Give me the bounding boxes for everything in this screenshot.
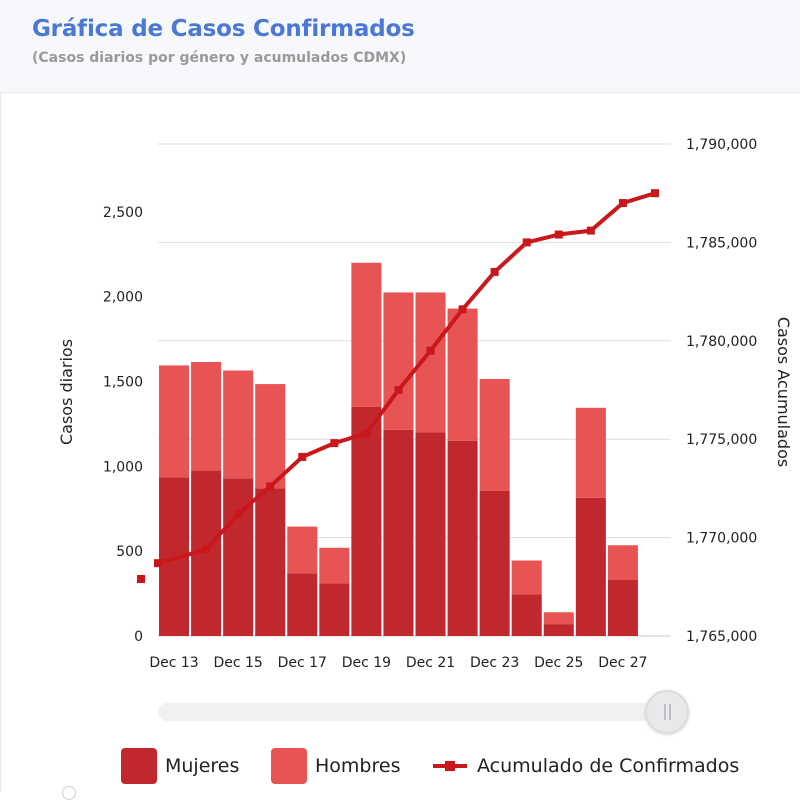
legend-swatch-hombres: [271, 748, 307, 784]
x-axis-tick-label: Dec 19: [342, 655, 391, 671]
cumulative-line-path: [157, 191, 656, 566]
x-axis-tick-label: Dec 17: [278, 655, 327, 671]
cumulative-point[interactable]: [618, 199, 627, 208]
bar-hombres[interactable]: [191, 362, 222, 471]
corner-marker: [62, 786, 76, 800]
range-scrollbar-handle[interactable]: [645, 690, 689, 734]
bar-mujeres[interactable]: [351, 406, 382, 636]
bar-hombres[interactable]: [255, 384, 286, 489]
x-axis-tick-label: Dec 13: [149, 655, 198, 671]
bar-hombres[interactable]: [351, 262, 382, 407]
left-axis-tick-label: 0: [134, 629, 143, 645]
left-axis-tick-label: 2,500: [103, 205, 143, 221]
chart-legend: Mujeres Hombres Acumulado de Confirmados: [0, 740, 800, 792]
cumulative-point[interactable]: [362, 429, 371, 438]
legend-swatch-acumulado: [433, 748, 467, 784]
bar-hombres[interactable]: [543, 612, 574, 625]
right-axis-tick-label: 1,770,000: [686, 531, 757, 547]
legend-item-mujeres[interactable]: Mujeres: [121, 748, 239, 784]
bar-hombres[interactable]: [319, 547, 350, 584]
left-axis-tick-label: 1,500: [103, 375, 143, 391]
legend-swatch-mujeres: [121, 748, 157, 784]
x-axis-tick-label: Dec 15: [213, 655, 262, 671]
bar-hombres[interactable]: [479, 378, 510, 491]
cumulative-point[interactable]: [426, 346, 435, 355]
right-axis-tick-label: 1,790,000: [686, 137, 757, 153]
right-axis-ticks: 1,765,000 1,770,000 1,775,000 1,780,000 1,78…: [686, 137, 757, 645]
bar-mujeres[interactable]: [319, 583, 350, 636]
x-axis-tick-label: Dec 25: [534, 655, 583, 671]
bar-mujeres[interactable]: [543, 624, 574, 636]
x-axis-tick-label: Dec 23: [470, 655, 519, 671]
bar-hombres[interactable]: [511, 560, 542, 595]
cumulative-point[interactable]: [298, 452, 307, 461]
bar-hombres[interactable]: [607, 545, 638, 581]
bar-mujeres[interactable]: [415, 432, 446, 636]
cumulative-point[interactable]: [650, 189, 659, 198]
right-axis-tick-label: 1,775,000: [686, 432, 757, 448]
left-axis-ticks: 0 500 1,000 1,500 2,000 2,500: [103, 205, 143, 645]
cumulative-point[interactable]: [234, 509, 243, 518]
cumulative-point[interactable]: [330, 439, 339, 448]
bar-series: [159, 262, 638, 636]
cumulative-line: [137, 189, 659, 583]
x-axis-tick-label: Dec 21: [406, 655, 455, 671]
cumulative-point[interactable]: [154, 559, 162, 568]
left-axis-tick-label: 1,000: [103, 459, 143, 475]
bar-mujeres[interactable]: [511, 594, 542, 636]
bar-mujeres[interactable]: [479, 490, 510, 636]
cumulative-point[interactable]: [458, 305, 467, 314]
chart-subtitle: (Casos diarios por género y acumulados C…: [32, 50, 407, 66]
chart-header: Gráfica de Casos Confirmados (Casos diar…: [0, 0, 800, 93]
right-axis-tick-label: 1,785,000: [686, 235, 757, 251]
x-axis-tick-label: Dec 27: [598, 655, 647, 671]
chart-svg: 0 500 1,000 1,500 2,000 2,500 1,765,000 1,770,…: [57, 137, 793, 671]
bar-hombres[interactable]: [447, 308, 478, 441]
right-axis-label: Casos Acumulados: [774, 317, 793, 467]
cumulative-point[interactable]: [554, 230, 563, 239]
legend-item-acumulado[interactable]: Acumulado de Confirmados: [433, 748, 739, 784]
right-axis-tick-label: 1,765,000: [686, 629, 757, 645]
cumulative-point[interactable]: [522, 238, 531, 247]
range-scrollbar-track[interactable]: [158, 703, 672, 721]
legend-item-hombres[interactable]: Hombres: [271, 748, 400, 784]
bar-mujeres[interactable]: [607, 580, 638, 636]
bar-hombres[interactable]: [223, 370, 254, 479]
left-axis-label: Casos diarios: [57, 339, 76, 445]
cumulative-point[interactable]: [586, 226, 595, 235]
left-axis-tick-label: 500: [116, 544, 143, 560]
bar-mujeres[interactable]: [287, 573, 318, 636]
panel-border: [0, 92, 1, 792]
cumulative-point[interactable]: [266, 482, 275, 491]
bar-hombres[interactable]: [287, 526, 318, 574]
bar-mujeres[interactable]: [223, 478, 254, 636]
bar-hombres[interactable]: [383, 292, 414, 430]
bar-mujeres[interactable]: [255, 488, 286, 636]
chart-title: Gráfica de Casos Confirmados: [32, 16, 415, 42]
cumulative-point[interactable]: [202, 545, 211, 554]
legend-label-hombres: Hombres: [315, 755, 401, 777]
cumulative-point[interactable]: [394, 386, 403, 394]
bar-hombres[interactable]: [159, 365, 190, 478]
cumulative-edge-marker: [137, 575, 145, 583]
left-axis-tick-label: 2,000: [103, 290, 143, 306]
cumulative-point[interactable]: [490, 267, 499, 276]
x-axis-ticks: Dec 13 Dec 15 Dec 17 Dec 19 Dec 21 Dec 23 Dec …: [149, 655, 647, 671]
bar-mujeres[interactable]: [575, 497, 606, 636]
bar-mujeres[interactable]: [383, 429, 414, 636]
legend-label-mujeres: Mujeres: [165, 755, 240, 777]
legend-label-acumulado: Acumulado de Confirmados: [477, 755, 740, 777]
bar-mujeres[interactable]: [447, 440, 478, 636]
bar-hombres[interactable]: [575, 407, 606, 498]
right-axis-tick-label: 1,780,000: [686, 334, 757, 350]
